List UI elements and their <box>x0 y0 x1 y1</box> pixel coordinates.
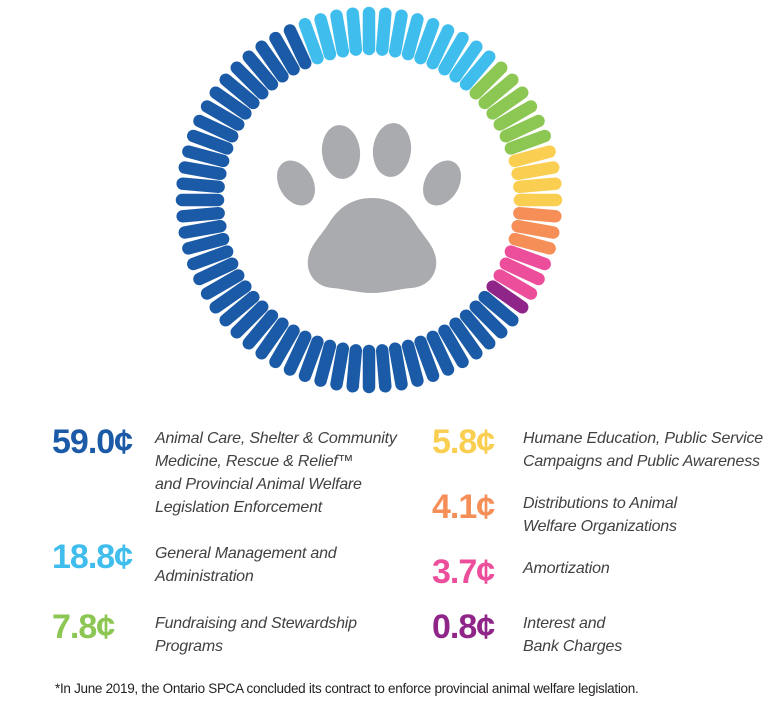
legend-item-amortization: 3.7¢ Amortization <box>432 555 768 589</box>
legend-label-interest: Interest and Bank Charges <box>523 615 622 655</box>
legend-value-interest: 0.8¢ <box>432 608 495 646</box>
legend-value-humane-education: 5.8¢ <box>432 423 495 461</box>
legend-label-general-management: General Management and Administration <box>155 545 337 585</box>
legend-value-distributions: 4.1¢ <box>432 488 495 526</box>
legend-value-animal-care: 59.0¢ <box>52 423 133 461</box>
spending-donut-chart <box>175 6 563 394</box>
footnote: *In June 2019, the Ontario SPCA conclude… <box>55 681 639 696</box>
legend-item-fundraising: 7.8¢ Fundraising and Stewardship Program… <box>52 610 415 658</box>
legend-item-interest: 0.8¢ Interest and Bank Charges <box>432 610 768 658</box>
legend-value-general-management: 18.8¢ <box>52 538 133 576</box>
legend-label-fundraising: Fundraising and Stewardship Programs <box>155 615 357 655</box>
legend-label-amortization: Amortization <box>523 560 610 577</box>
legend-item-animal-care: 59.0¢ Animal Care, Shelter & Community M… <box>52 425 415 519</box>
legend-item-distributions: 4.1¢ Distributions to Animal Welfare Org… <box>432 490 768 538</box>
paw-icon <box>277 123 461 293</box>
tick-ring-svg <box>175 6 563 394</box>
tick-ring <box>175 6 563 394</box>
legend-label-distributions: Distributions to Animal Welfare Organiza… <box>523 495 677 535</box>
chart-legend: 59.0¢ Animal Care, Shelter & Community M… <box>0 417 768 672</box>
legend-label-humane-education: Humane Education, Public Service Campaig… <box>523 430 763 470</box>
legend-item-general-management: 18.8¢ General Management and Administrat… <box>52 540 415 588</box>
legend-value-fundraising: 7.8¢ <box>52 608 115 646</box>
legend-item-humane-education: 5.8¢ Humane Education, Public Service Ca… <box>432 425 768 473</box>
legend-label-animal-care: Animal Care, Shelter & Community Medicin… <box>155 430 397 516</box>
legend-value-amortization: 3.7¢ <box>432 553 495 591</box>
